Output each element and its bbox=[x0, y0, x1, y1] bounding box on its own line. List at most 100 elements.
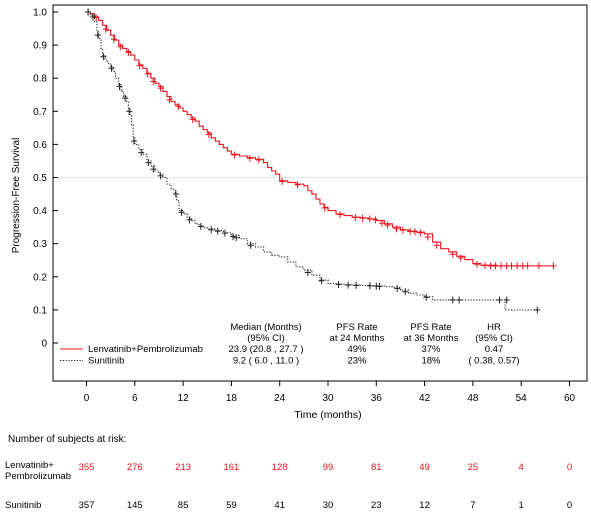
hazard-ratio: 0.47 bbox=[485, 344, 504, 355]
risk-value-sunitinib: 0 bbox=[567, 500, 572, 511]
lenvatinib-censor-mark bbox=[508, 262, 515, 270]
lenvatinib-censor-mark bbox=[492, 262, 499, 270]
sunitinib-censor-mark bbox=[456, 296, 463, 304]
x-axis-label: Time (months) bbox=[294, 409, 361, 421]
y-tick-label: 0.3 bbox=[33, 239, 47, 250]
x-tick-label: 12 bbox=[178, 393, 190, 404]
risk-value-sunitinib: 12 bbox=[419, 500, 430, 511]
y-tick-label: 0.8 bbox=[33, 74, 47, 85]
risk-value-sunitinib: 41 bbox=[274, 500, 285, 511]
lenvatinib-censor-mark bbox=[205, 130, 212, 138]
sunitinib-censor-mark bbox=[108, 64, 115, 72]
lenvatinib-censor-mark bbox=[144, 70, 151, 78]
y-tick-label: 1.0 bbox=[33, 8, 47, 19]
y-tick-label: 0 bbox=[41, 339, 47, 350]
risk-row-label-lenvatinib: Pembrolizumab bbox=[5, 471, 71, 482]
lenvatinib-censor-mark bbox=[359, 214, 366, 222]
plot-frame bbox=[52, 4, 588, 382]
header-pfs24-line1: PFS Rate bbox=[336, 322, 377, 333]
risk-value-sunitinib: 357 bbox=[79, 500, 95, 511]
lenvatinib-curve bbox=[86, 11, 554, 267]
sunitinib-censor-mark bbox=[122, 94, 129, 102]
sunitinib-censor-mark bbox=[85, 8, 92, 16]
risk-value-sunitinib: 7 bbox=[470, 500, 475, 511]
sunitinib-censor-mark bbox=[335, 280, 342, 288]
lenvatinib-censor-mark bbox=[514, 262, 521, 270]
sunitinib-censor-mark bbox=[534, 306, 541, 314]
y-tick-label: 0.7 bbox=[33, 107, 47, 118]
y-tick-label: 0.5 bbox=[33, 173, 47, 184]
risk-value-sunitinib: 145 bbox=[127, 500, 143, 511]
lenvatinib-censor-mark bbox=[473, 260, 480, 268]
median-lenvatinib: 23.9 (20.8 , 27.7 ) bbox=[229, 344, 304, 355]
lenvatinib-censor-mark bbox=[449, 250, 456, 258]
lenvatinib-censor-mark bbox=[337, 211, 344, 219]
lenvatinib-censor-mark bbox=[372, 216, 379, 224]
x-tick-label: 54 bbox=[516, 393, 528, 404]
lenvatinib-censor-mark bbox=[157, 84, 164, 92]
sunitinib-censor-mark bbox=[172, 190, 179, 198]
sunitinib-censor-mark bbox=[178, 208, 185, 216]
lenvatinib-censor-mark bbox=[457, 254, 464, 262]
y-tick-label: 0.1 bbox=[33, 305, 47, 316]
sunitinib-censor-mark bbox=[138, 149, 145, 157]
lenvatinib-censor-mark bbox=[366, 215, 373, 223]
lenvatinib-censor-mark bbox=[246, 154, 253, 162]
sunitinib-censor-mark bbox=[116, 82, 123, 90]
lenvatinib-censor-mark bbox=[110, 35, 117, 43]
lenvatinib-censor-mark bbox=[433, 241, 440, 249]
lenvatinib-censor-mark bbox=[378, 219, 385, 227]
header-hr-line2: (95% CI) bbox=[475, 333, 512, 344]
lenvatinib-censor-mark bbox=[524, 262, 531, 270]
sunitinib-censor-mark bbox=[214, 227, 221, 235]
risk-value-sunitinib: 85 bbox=[178, 500, 189, 511]
sunitinib-censor-mark bbox=[197, 222, 204, 230]
lenvatinib-censor-mark bbox=[481, 262, 488, 270]
risk-value-lenvatinib: 0 bbox=[567, 462, 572, 473]
sunitinib-censor-mark bbox=[449, 296, 456, 304]
lenvatinib-censor-mark bbox=[417, 229, 424, 237]
sunitinib-censor-mark bbox=[503, 296, 510, 304]
sunitinib-censor-mark bbox=[89, 13, 96, 21]
risk-value-sunitinib: 30 bbox=[323, 500, 334, 511]
x-tick-label: 6 bbox=[132, 393, 138, 404]
lenvatinib-censor-mark bbox=[498, 262, 505, 270]
x-tick-label: 48 bbox=[467, 393, 479, 404]
median-sunitinib: 9.2 ( 6.0 , 11.0 ) bbox=[233, 356, 299, 367]
risk-value-sunitinib: 23 bbox=[371, 500, 382, 511]
x-tick-label: 24 bbox=[274, 393, 286, 404]
lenvatinib-censor-mark bbox=[255, 156, 262, 164]
y-tick-label: 0.2 bbox=[33, 272, 47, 283]
x-tick-label: 18 bbox=[226, 393, 238, 404]
sunitinib-censor-mark bbox=[366, 282, 373, 290]
risk-value-sunitinib: 59 bbox=[226, 500, 237, 511]
lenvatinib-censor-mark bbox=[136, 62, 143, 70]
sunitinib-censor-mark bbox=[247, 241, 254, 249]
risk-value-lenvatinib: 25 bbox=[468, 462, 479, 473]
sunitinib-censor-mark bbox=[318, 277, 325, 285]
pfs36-sunitinib: 18% bbox=[421, 356, 441, 367]
risk-value-lenvatinib: 99 bbox=[323, 462, 334, 473]
sunitinib-censor-mark bbox=[150, 165, 157, 173]
hazard-ratio-ci: ( 0.38, 0.57) bbox=[468, 356, 519, 367]
x-tick-label: 0 bbox=[84, 393, 90, 404]
x-tick-label: 30 bbox=[322, 393, 334, 404]
risk-row-label-sunitinib: Sunitinib bbox=[5, 500, 41, 511]
sunitinib-censor-mark bbox=[230, 232, 237, 240]
lenvatinib-censor-mark bbox=[279, 177, 286, 185]
sunitinib-censor-mark bbox=[376, 282, 383, 290]
risk-value-lenvatinib: 49 bbox=[419, 462, 430, 473]
header-pfs36-line1: PFS Rate bbox=[410, 322, 451, 333]
risk-value-lenvatinib: 81 bbox=[371, 462, 382, 473]
sunitinib-censor-mark bbox=[157, 172, 164, 180]
y-tick-label: 0.9 bbox=[33, 41, 47, 52]
sunitinib-censor-mark bbox=[130, 137, 137, 145]
sunitinib-curve bbox=[86, 11, 538, 311]
lenvatinib-censor-mark bbox=[535, 262, 542, 270]
sunitinib-censor-mark bbox=[186, 216, 193, 224]
lenvatinib-censor-mark bbox=[352, 214, 359, 222]
x-tick-label: 60 bbox=[564, 393, 576, 404]
lenvatinib-censor-mark bbox=[399, 226, 406, 234]
